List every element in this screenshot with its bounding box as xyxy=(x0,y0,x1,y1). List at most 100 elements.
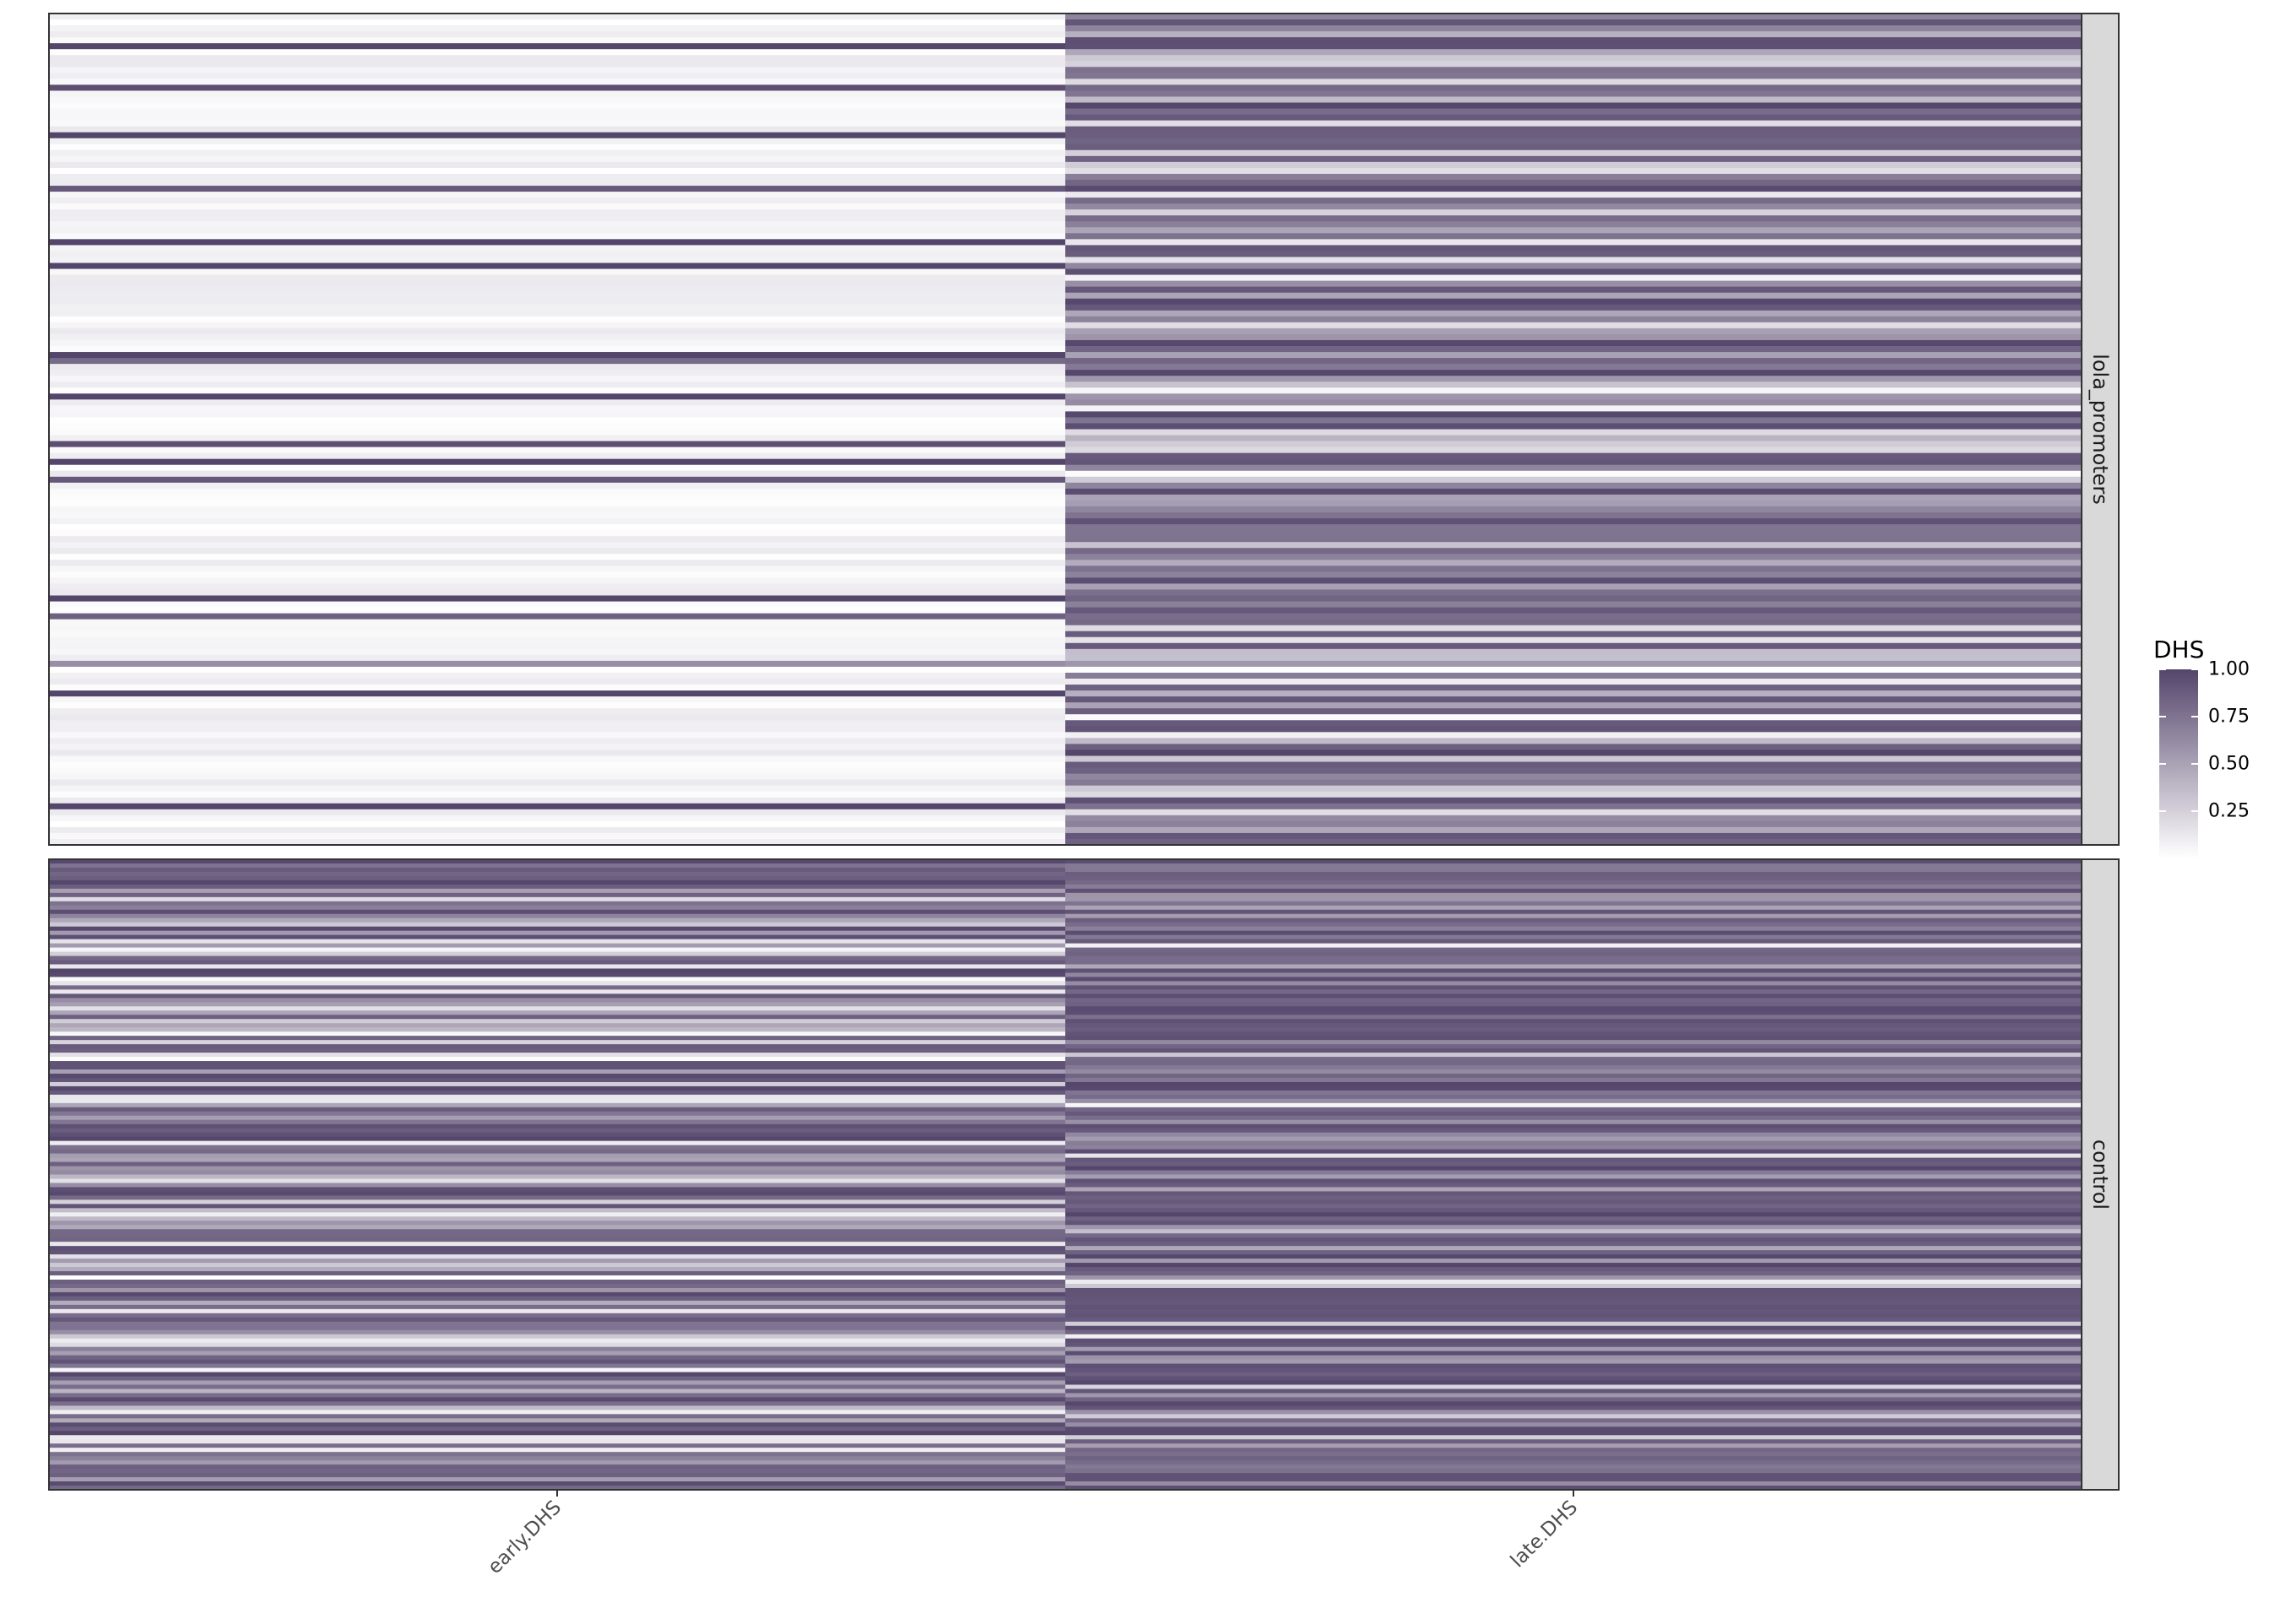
heatmap-cell-control-late.DHS-36 xyxy=(1065,1010,2082,1015)
heatmap-cell-control-early.DHS-129 xyxy=(49,1401,1065,1406)
heatmap-cell-control-early.DHS-80 xyxy=(49,1195,1065,1200)
heatmap-cell-control-late.DHS-32 xyxy=(1065,993,2082,999)
heatmap-cell-control-early.DHS-122 xyxy=(49,1372,1065,1378)
heatmap-cell-control-early.DHS-130 xyxy=(49,1405,1065,1410)
heatmap-cell-lola_promoters-late.DHS-42 xyxy=(1065,263,2082,270)
heatmap-cell-control-late.DHS-8 xyxy=(1065,892,2082,898)
heatmap-cell-lola_promoters-early.DHS-84 xyxy=(49,512,1065,519)
heatmap-cell-control-late.DHS-95 xyxy=(1065,1259,2082,1264)
heatmap-cell-lola_promoters-late.DHS-58 xyxy=(1065,358,2082,365)
heatmap-cell-control-early.DHS-118 xyxy=(49,1355,1065,1361)
heatmap-cell-lola_promoters-late.DHS-98 xyxy=(1065,595,2082,603)
heatmap-cell-lola_promoters-early.DHS-105 xyxy=(49,636,1065,644)
heatmap-cell-lola_promoters-late.DHS-124 xyxy=(1065,750,2082,757)
heatmap-cell-lola_promoters-late.DHS-38 xyxy=(1065,239,2082,246)
heatmap-cell-lola_promoters-early.DHS-52 xyxy=(49,322,1065,329)
heatmap-cell-lola_promoters-late.DHS-109 xyxy=(1065,660,2082,668)
heatmap-cell-lola_promoters-early.DHS-103 xyxy=(49,625,1065,632)
heatmap-cell-lola_promoters-late.DHS-85 xyxy=(1065,518,2082,525)
heatmap-cell-control-early.DHS-108 xyxy=(49,1313,1065,1318)
heatmap-cell-control-late.DHS-109 xyxy=(1065,1317,2082,1323)
heatmap-cell-control-late.DHS-85 xyxy=(1065,1216,2082,1221)
heatmap-cell-control-early.DHS-50 xyxy=(49,1069,1065,1075)
heatmap-cell-control-early.DHS-41 xyxy=(49,1031,1065,1037)
heatmap-cell-control-late.DHS-19 xyxy=(1065,939,2082,945)
heatmap-cell-control-early.DHS-88 xyxy=(49,1229,1065,1234)
heatmap-cell-control-early.DHS-55 xyxy=(49,1090,1065,1096)
heatmap-cell-lola_promoters-early.DHS-125 xyxy=(49,755,1065,763)
heatmap-cell-control-late.DHS-145 xyxy=(1065,1469,2082,1474)
heatmap-cell-control-late.DHS-49 xyxy=(1065,1065,2082,1070)
heatmap-cell-control-early.DHS-37 xyxy=(49,1015,1065,1020)
heatmap-cell-lola_promoters-late.DHS-2 xyxy=(1065,25,2082,32)
heatmap-cell-lola_promoters-early.DHS-109 xyxy=(49,660,1065,668)
heatmap-cell-lola_promoters-early.DHS-126 xyxy=(49,761,1065,769)
heatmap-cell-control-late.DHS-23 xyxy=(1065,955,2082,961)
heatmap-cell-lola_promoters-late.DHS-62 xyxy=(1065,382,2082,388)
heatmap-cell-lola_promoters-early.DHS-6 xyxy=(49,49,1065,56)
heatmap-cell-control-early.DHS-1 xyxy=(49,863,1065,869)
heatmap-cell-lola_promoters-late.DHS-45 xyxy=(1065,280,2082,288)
heatmap-cell-control-early.DHS-33 xyxy=(49,998,1065,1003)
heatmap-cell-lola_promoters-early.DHS-88 xyxy=(49,536,1065,543)
heatmap-cell-lola_promoters-early.DHS-98 xyxy=(49,595,1065,603)
heatmap-cell-lola_promoters-late.DHS-74 xyxy=(1065,452,2082,460)
heatmap-cell-lola_promoters-early.DHS-20 xyxy=(49,132,1065,139)
heatmap-cell-lola_promoters-late.DHS-136 xyxy=(1065,820,2082,828)
heatmap-cell-control-early.DHS-86 xyxy=(49,1221,1065,1226)
heatmap-cell-control-late.DHS-82 xyxy=(1065,1204,2082,1209)
heatmap-cell-control-early.DHS-120 xyxy=(49,1363,1065,1369)
heatmap-cell-lola_promoters-late.DHS-64 xyxy=(1065,393,2082,400)
heatmap-cell-lola_promoters-early.DHS-91 xyxy=(49,554,1065,560)
heatmap-cell-lola_promoters-late.DHS-82 xyxy=(1065,500,2082,507)
heatmap-cell-control-early.DHS-113 xyxy=(49,1334,1065,1340)
heatmap-cell-lola_promoters-early.DHS-25 xyxy=(49,161,1065,169)
heatmap-cell-control-late.DHS-140 xyxy=(1065,1448,2082,1453)
heatmap-cell-lola_promoters-early.DHS-131 xyxy=(49,791,1065,798)
heatmap-cell-lola_promoters-late.DHS-117 xyxy=(1065,708,2082,715)
heatmap-cell-lola_promoters-early.DHS-100 xyxy=(49,607,1065,614)
heatmap-cell-control-early.DHS-8 xyxy=(49,892,1065,898)
heatmap-cell-lola_promoters-early.DHS-43 xyxy=(49,268,1065,276)
heatmap-cell-lola_promoters-late.DHS-107 xyxy=(1065,648,2082,656)
heatmap-cell-lola_promoters-early.DHS-46 xyxy=(49,286,1065,294)
heatmap-cell-control-early.DHS-140 xyxy=(49,1448,1065,1453)
heatmap-cell-lola_promoters-early.DHS-79 xyxy=(49,482,1065,490)
heatmap-cell-control-late.DHS-27 xyxy=(1065,972,2082,978)
heatmap-cell-control-early.DHS-141 xyxy=(49,1452,1065,1457)
heatmap-cell-lola_promoters-early.DHS-96 xyxy=(49,583,1065,591)
heatmap-cell-control-early.DHS-78 xyxy=(49,1187,1065,1193)
heatmap-cell-control-early.DHS-71 xyxy=(49,1157,1065,1163)
heatmap-cell-control-late.DHS-101 xyxy=(1065,1283,2082,1289)
heatmap-cell-control-late.DHS-42 xyxy=(1065,1036,2082,1041)
heatmap-cell-lola_promoters-early.DHS-34 xyxy=(49,215,1065,222)
heatmap-cell-control-late.DHS-78 xyxy=(1065,1187,2082,1193)
heatmap-cell-control-early.DHS-38 xyxy=(49,1019,1065,1024)
heatmap-cell-lola_promoters-early.DHS-5 xyxy=(49,43,1065,50)
heatmap-cell-lola_promoters-early.DHS-22 xyxy=(49,143,1065,151)
heatmap-cell-lola_promoters-early.DHS-1 xyxy=(49,19,1065,26)
heatmap-cell-control-early.DHS-87 xyxy=(49,1225,1065,1230)
heatmap-cell-lola_promoters-late.DHS-99 xyxy=(1065,601,2082,609)
heatmap-cell-lola_promoters-late.DHS-90 xyxy=(1065,548,2082,555)
heatmap-cell-lola_promoters-late.DHS-79 xyxy=(1065,482,2082,490)
heatmap-cell-lola_promoters-late.DHS-113 xyxy=(1065,685,2082,691)
heatmap-cell-lola_promoters-early.DHS-123 xyxy=(49,744,1065,751)
heatmap-cell-control-early.DHS-61 xyxy=(49,1115,1065,1121)
heatmap-cell-control-early.DHS-30 xyxy=(49,985,1065,990)
heatmap-cell-control-late.DHS-107 xyxy=(1065,1308,2082,1314)
heatmap-cell-control-early.DHS-83 xyxy=(49,1208,1065,1213)
heatmap-cell-control-early.DHS-106 xyxy=(49,1304,1065,1310)
heatmap-cell-control-early.DHS-128 xyxy=(49,1397,1065,1403)
heatmap-cell-lola_promoters-late.DHS-69 xyxy=(1065,423,2082,430)
heatmap-cell-lola_promoters-late.DHS-123 xyxy=(1065,744,2082,751)
heatmap-cell-lola_promoters-early.DHS-10 xyxy=(49,73,1065,79)
heatmap-cell-control-early.DHS-125 xyxy=(49,1384,1065,1390)
heatmap-cell-control-early.DHS-149 xyxy=(49,1486,1065,1491)
heatmap-cell-lola_promoters-late.DHS-118 xyxy=(1065,714,2082,721)
heatmap-cell-lola_promoters-early.DHS-99 xyxy=(49,601,1065,609)
heatmap-cell-control-early.DHS-64 xyxy=(49,1128,1065,1134)
heatmap-cell-lola_promoters-late.DHS-13 xyxy=(1065,90,2082,98)
heatmap-cell-lola_promoters-late.DHS-119 xyxy=(1065,720,2082,727)
heatmap-cell-lola_promoters-late.DHS-133 xyxy=(1065,803,2082,810)
